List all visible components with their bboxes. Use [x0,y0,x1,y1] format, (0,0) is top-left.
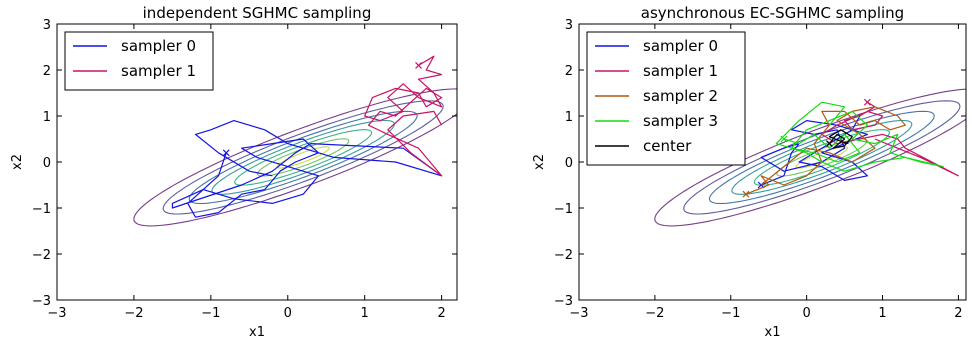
y-tick-label: 3 [43,18,51,33]
contour-line [133,88,457,227]
contour-line [753,129,890,186]
x-tick-label: 2 [437,306,445,321]
chart-title: asynchronous EC-SGHMC sampling [641,4,904,22]
contour-line [276,146,330,169]
y-tick-label: 1 [43,110,51,125]
x-tick-label: −1 [201,306,220,321]
x-tick-label: 2 [954,306,962,321]
contour-line [211,119,395,195]
x-tick-label: −2 [124,306,143,321]
series-line-sampler-2 [745,106,906,195]
series-line-sampler-1 [364,55,443,177]
start-marker [415,61,422,69]
contour-line [256,138,350,177]
chart-independent-sghmc: −3 −2 −1 0 1 2 −3 −2 −1 0 1 2 3 independent SGHMC sam… [10,4,458,340]
x-axis-label: x1 [249,325,265,340]
x-tick-label: −3 [569,306,588,321]
density-contours [133,88,457,227]
start-marker [825,140,833,148]
series-line-sampler-1 [821,101,960,177]
series-group [171,55,443,218]
x-tick-label: −2 [645,306,664,321]
y-tick-label: −1 [32,202,51,217]
legend-label: sampler 1 [643,62,718,80]
legend: sampler 0 sampler 1 sampler 2 sampler 3 cent… [586,31,746,166]
y-tick-label: −2 [32,248,51,263]
x-tick-label: 1 [361,306,369,321]
legend-frame [64,31,214,91]
start-marker [222,149,230,157]
legend-label: sampler 2 [643,87,718,105]
contour-line [731,119,913,195]
legend: sampler 0 sampler 1 [64,31,214,91]
x-tick-label: 0 [803,306,811,321]
legend-frame [586,31,746,166]
series-line-center [828,129,853,149]
x-axis-label: x1 [765,325,781,340]
y-axis-label: x2 [10,154,25,170]
contour-line [234,129,373,186]
start-marker [742,190,750,198]
chart-title: independent SGHMC sampling [143,4,372,22]
start-marker [863,98,871,106]
legend-label: sampler 0 [121,37,196,55]
y-tick-label: 0 [43,156,51,171]
contour-line [683,100,961,215]
series-line-sampler-3 [775,101,944,172]
x-tick-label: −1 [721,306,740,321]
y-tick-label: 0 [565,156,573,171]
x-tick-label: 1 [878,306,886,321]
y-tick-label: −3 [554,294,573,309]
y-tick-label: 1 [565,110,573,125]
y-tick-label: −3 [32,294,51,309]
legend-label: sampler 1 [121,62,196,80]
series-line-sampler-0 [760,115,869,186]
y-tick-label: 3 [565,18,573,33]
series-group [742,98,960,198]
contour-line [162,100,444,215]
legend-label: center [643,137,692,155]
chart-async-ec-sghmc: −3 −2 −1 0 1 2 −3 −2 −1 0 1 2 3 asynchronous EC-SGHMC… [532,4,967,340]
start-marker [780,135,788,143]
y-axis-label: x2 [532,154,547,170]
y-tick-label: 2 [43,64,51,79]
legend-label: sampler 3 [643,112,718,130]
y-tick-label: −2 [554,248,573,263]
legend-label: sampler 0 [643,37,718,55]
y-tick-label: 2 [565,64,573,79]
x-tick-label: 0 [284,306,292,321]
contour-line [654,88,966,227]
y-tick-label: −1 [554,202,573,217]
series-line-sampler-0 [171,119,443,218]
x-tick-label: −3 [47,306,66,321]
